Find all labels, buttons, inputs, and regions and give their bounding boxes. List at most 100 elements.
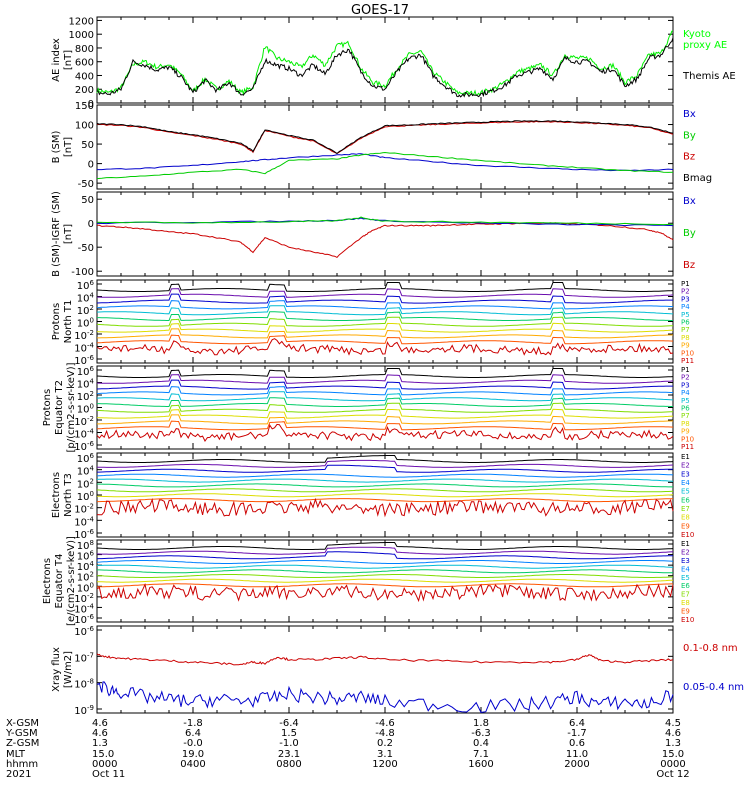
y-tick-label: -50 — [78, 179, 94, 190]
flux-line — [96, 368, 674, 378]
legend-entry: E5 — [681, 574, 690, 582]
y-tick-label: 10-6 — [74, 440, 94, 453]
legend-entry: P7 — [681, 412, 690, 420]
flux-line — [96, 334, 674, 345]
flux-line — [97, 311, 673, 321]
legend-entry: E8 — [681, 514, 690, 522]
y-tick-label: 100 — [77, 403, 94, 416]
legend-entry: P11 — [681, 357, 694, 365]
flux-line — [96, 551, 673, 560]
ephemeris-cell: 0000 — [660, 759, 685, 770]
ephemeris-row-label: Y-GSM — [5, 728, 38, 739]
flux-line — [97, 464, 673, 473]
legend-entry: Bx — [683, 196, 696, 207]
legend-entry: Bz — [683, 260, 695, 271]
ephemeris-cell: -4.6 — [375, 718, 395, 729]
figure-title: GOES-17 — [351, 3, 409, 18]
legend-entry: E3 — [681, 557, 690, 565]
legend-entry: E6 — [681, 496, 690, 504]
legend-entry: P4 — [681, 389, 690, 397]
legend-entry: P2 — [681, 288, 690, 296]
y-tick-label: 10-2 — [74, 503, 94, 516]
flux-line — [97, 374, 674, 384]
ephemeris-cell: 0800 — [276, 759, 301, 770]
legend-entry: P6 — [681, 319, 690, 327]
ephemeris-cell: -0.0 — [183, 738, 203, 749]
ephemeris-cell: -4.8 — [375, 728, 395, 739]
legend-entry: P1 — [681, 366, 690, 374]
y-tick-label: 104 — [77, 465, 95, 478]
flux-line — [96, 455, 674, 463]
y-tick-label: 600 — [75, 58, 94, 69]
flux-line — [96, 420, 674, 431]
ephemeris-cell: 7.1 — [473, 749, 489, 760]
series-line — [96, 222, 674, 259]
y-tick-label: 104 — [77, 560, 95, 573]
series-line — [96, 681, 674, 713]
y-axis-label: [W/m2] — [63, 651, 74, 688]
ephemeris-cell: 0400 — [180, 759, 205, 770]
flux-line — [96, 322, 674, 333]
y-tick-label: 0 — [88, 160, 94, 171]
y-axis-label: [nT] — [63, 224, 74, 244]
ephemeris-cell: 15.0 — [92, 749, 114, 760]
flux-line — [97, 397, 673, 407]
ephemeris-cell: 1.3 — [92, 738, 108, 749]
legend-entry: P4 — [681, 303, 690, 311]
ephemeris-cell: 4.6 — [92, 718, 108, 729]
ephemeris-table: X-GSMY-GSMZ-GSMMLThhmm20214.64.61.315.00… — [5, 718, 690, 780]
y-tick-label: 106 — [77, 279, 95, 292]
y-tick-label: 102 — [77, 477, 94, 490]
legend-entry: E9 — [681, 522, 690, 530]
legend-entry: By — [683, 228, 696, 239]
ephemeris-cell: 4.6 — [665, 728, 681, 739]
y-tick-label: 102 — [77, 390, 94, 403]
ephemeris-cell: -1.0 — [279, 738, 299, 749]
panel-ae: AE index [nT] 1200 1000 800 600 400 200 0 Kyotopr… — [51, 16, 736, 110]
ephemeris-row-label: 2021 — [6, 769, 31, 780]
flux-line — [97, 328, 674, 339]
series-line — [96, 653, 674, 666]
legend-entry: E5 — [681, 488, 690, 496]
panel-frame — [96, 104, 674, 190]
legend-entry: proxy AE — [683, 40, 727, 51]
y-tick-label: 10-2 — [74, 592, 94, 605]
y-tick-label: 10-8 — [74, 678, 94, 691]
y-tick-label: 106 — [77, 452, 95, 465]
legend-entry: Bx — [683, 109, 696, 120]
legend-entry: By — [683, 130, 696, 141]
panel-electrons-t3: Electrons North T310610410210010-210-410-… — [51, 452, 694, 541]
legend-entry: E7 — [681, 505, 690, 513]
ephemeris-row-label: Z-GSM — [6, 738, 39, 749]
y-tick-label: 10-6 — [74, 528, 94, 541]
panel-frame — [96, 279, 674, 364]
series-line — [96, 151, 674, 180]
flux-line — [96, 338, 674, 356]
legend-entry: E1 — [681, 453, 690, 461]
flux-line — [97, 498, 673, 503]
legend-entry: P11 — [681, 443, 694, 451]
y-tick-label: 100 — [75, 121, 94, 132]
series-line — [97, 153, 674, 172]
y-axis-label: North T1 — [63, 300, 74, 344]
y-tick-label: 10-9 — [74, 704, 94, 717]
flux-line — [96, 483, 673, 488]
ephemeris-cell: -6.4 — [279, 718, 299, 729]
y-axis-label: Electrons — [51, 472, 62, 518]
y-axis-label: Protons — [42, 389, 53, 426]
flux-line — [96, 408, 674, 419]
flux-line — [96, 478, 674, 483]
y-axis-label: Equator T2 — [54, 380, 65, 435]
y-axis-label: Equator T4 — [54, 554, 65, 609]
flux-line — [96, 402, 674, 413]
y-tick-label: 10-6 — [74, 354, 94, 367]
flux-line — [96, 423, 674, 442]
y-tick-label: 10-4 — [74, 342, 94, 355]
flux-line — [96, 488, 674, 493]
y-tick-label: 104 — [77, 378, 95, 391]
panel-frame — [96, 625, 674, 714]
legend-entry: P10 — [681, 435, 694, 443]
y-tick-label: 800 — [75, 44, 94, 55]
y-axis-label: Electrons — [42, 558, 53, 604]
